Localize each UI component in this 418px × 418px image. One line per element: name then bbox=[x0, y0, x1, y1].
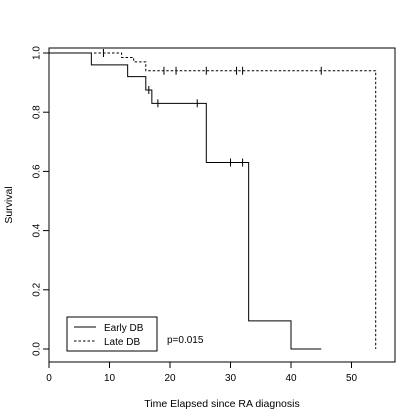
series-line-late-db bbox=[49, 52, 377, 349]
legend: Early DB Late DB bbox=[66, 316, 158, 352]
p-value-annotation: p=0.015 bbox=[167, 335, 204, 346]
y-tick-label: 0.8 bbox=[32, 105, 43, 119]
legend-label-early-db: Early DB bbox=[104, 323, 144, 334]
series-layer bbox=[49, 52, 377, 350]
x-tick-label: 0 bbox=[46, 373, 52, 384]
x-tick-label: 30 bbox=[225, 373, 237, 384]
y-tick-label: 0.0 bbox=[32, 342, 43, 356]
x-axis: 0 10 20 30 40 50 bbox=[46, 362, 357, 384]
plot-frame bbox=[48, 47, 396, 363]
legend-box bbox=[66, 316, 158, 352]
y-tick-label: 0.6 bbox=[32, 164, 43, 178]
x-tick-label: 50 bbox=[346, 373, 358, 384]
x-tick-label: 40 bbox=[285, 373, 297, 384]
legend-label-late-db: Late DB bbox=[104, 337, 140, 348]
censor-marks bbox=[102, 49, 322, 167]
x-tick-label: 10 bbox=[104, 373, 116, 384]
y-axis: 0.0 0.2 0.4 0.6 0.8 1.0 bbox=[32, 46, 49, 356]
y-tick-label: 0.2 bbox=[32, 282, 43, 296]
x-tick-label: 20 bbox=[164, 373, 176, 384]
series-line-early-db bbox=[49, 52, 322, 350]
y-tick-label: 1.0 bbox=[32, 46, 43, 60]
y-axis-title: Survival bbox=[3, 186, 15, 223]
x-axis-title: Time Elapsed since RA diagnosis bbox=[144, 398, 299, 410]
y-tick-label: 0.4 bbox=[32, 223, 43, 237]
